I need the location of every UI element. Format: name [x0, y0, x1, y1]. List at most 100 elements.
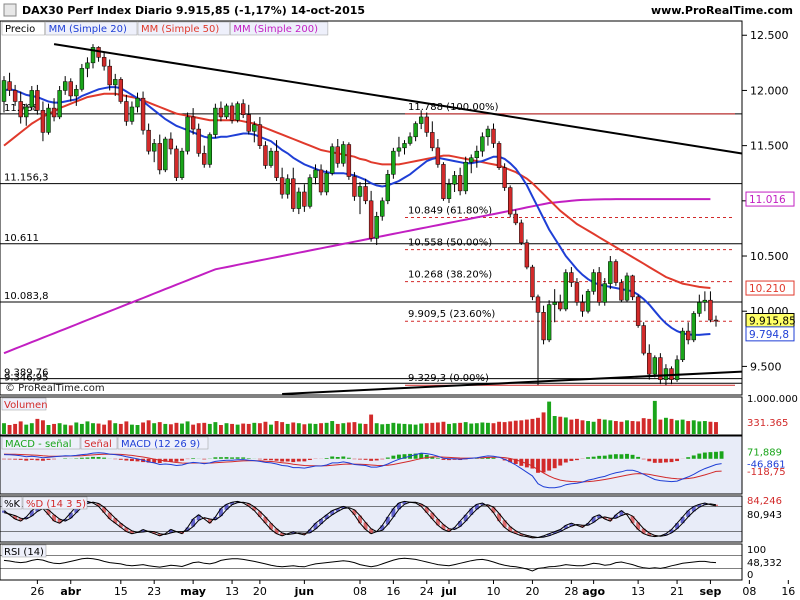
stochastic-fill-bar — [52, 514, 57, 522]
volume-bar — [346, 422, 351, 434]
stochastic-fill-bar — [680, 516, 685, 524]
volume-bar — [85, 421, 90, 434]
x-tick-label: 10 — [487, 585, 501, 598]
volume-bar — [636, 421, 641, 434]
stochastic-axis-label: 80,943 — [747, 510, 782, 521]
volume-bar — [480, 422, 485, 434]
y-tick-label: 12.500 — [750, 29, 789, 42]
macd-histogram-bar — [424, 454, 429, 459]
stochastic-fill-bar — [263, 516, 268, 524]
legend-entry: %D (14 3 5) — [26, 499, 86, 510]
candle — [62, 81, 68, 91]
volume-bar — [574, 418, 579, 434]
chart-settings-icon[interactable] — [3, 3, 17, 17]
macd-histogram-bar — [569, 458, 574, 461]
volume-bar — [57, 423, 62, 434]
stochastic-panel — [0, 495, 743, 543]
volume-bar — [630, 421, 635, 434]
macd-histogram-bar — [430, 456, 435, 459]
candle — [202, 153, 207, 165]
macd-histogram-bar — [647, 458, 652, 462]
volume-bar — [224, 423, 229, 434]
candle — [552, 302, 557, 305]
stochastic-fill-bar — [502, 520, 507, 528]
macd-histogram-bar — [396, 454, 401, 459]
stochastic-fill-bar — [74, 506, 79, 513]
macd-histogram-bar — [168, 458, 173, 462]
macd-histogram-bar — [35, 458, 40, 461]
legend-entry: Señal — [84, 439, 112, 450]
x-tick-label: 26 — [30, 585, 44, 598]
stochastic-fill-bar — [530, 536, 535, 538]
macd-histogram-bar — [191, 458, 196, 459]
volume-bar — [602, 419, 607, 434]
volume-bar — [135, 425, 140, 434]
volume-bar — [452, 423, 457, 434]
stochastic-fill-bar — [552, 531, 557, 534]
candle — [296, 191, 302, 209]
macd-histogram-bar — [13, 458, 18, 460]
macd-histogram-bar — [513, 458, 518, 464]
volume-bar — [569, 419, 574, 434]
volume-bar — [591, 421, 596, 434]
volume-bar — [675, 420, 680, 434]
volume-bar — [191, 424, 196, 434]
volume-bar — [196, 423, 201, 434]
candle — [380, 200, 385, 217]
volume-bar — [580, 420, 585, 434]
stochastic-fill-bar — [591, 516, 596, 523]
volume-bar — [185, 421, 190, 434]
stochastic-fill-bar — [636, 522, 641, 530]
macd-histogram-bar — [91, 456, 95, 459]
stochastic-fill-bar — [307, 529, 312, 533]
price-tag-label: 11.016 — [749, 194, 786, 206]
candle — [680, 330, 685, 361]
candle — [268, 150, 274, 166]
stochastic-fill-bar — [647, 532, 652, 536]
macd-histogram-bar — [174, 458, 179, 462]
rsi-line — [3, 557, 717, 572]
candle — [652, 357, 658, 375]
macd-histogram-bar — [335, 457, 340, 459]
stochastic-fill-bar — [363, 522, 368, 530]
stochastic-fill-bar — [152, 531, 157, 534]
stochastic-fill-bar — [85, 501, 90, 504]
site-label[interactable]: www.ProRealTime.com — [651, 4, 793, 17]
stochastic-fill-bar — [352, 509, 357, 515]
macd-histogram-bar — [691, 455, 696, 459]
volume-bar — [335, 423, 340, 434]
x-tick-label: ago — [582, 585, 605, 598]
volume-bar — [358, 423, 362, 434]
x-tick-label: 15 — [114, 585, 128, 598]
candle — [396, 147, 402, 152]
price-tag-label: 9.794,8 — [749, 329, 789, 341]
volume-bar — [7, 425, 12, 434]
macd-histogram-bar — [435, 458, 440, 459]
candle — [530, 266, 535, 298]
stochastic-fill-bar — [341, 506, 346, 509]
macd-histogram-bar — [552, 458, 557, 469]
macd-axis-label: -118,75 — [747, 467, 786, 478]
volume-bar — [129, 424, 134, 434]
legend-entry: %K — [4, 499, 21, 510]
volume-bar — [102, 424, 107, 434]
stochastic-fill-bar — [213, 516, 218, 520]
candle — [1, 80, 7, 102]
volume-bar — [536, 417, 540, 434]
candle — [207, 134, 213, 165]
x-tick-label: 21 — [670, 585, 684, 598]
stochastic-fill-bar — [2, 510, 6, 513]
candle — [391, 150, 396, 175]
candle — [263, 145, 268, 166]
stochastic-fill-bar — [230, 502, 235, 505]
candle — [535, 296, 541, 313]
macd-histogram-bar — [85, 457, 90, 459]
price-tag — [745, 191, 795, 207]
volume-bar — [413, 424, 418, 434]
fibonacci-label: 10.268 (38.20%) — [408, 270, 492, 281]
volume-bar — [230, 423, 235, 434]
macd-histogram-bar — [485, 457, 490, 459]
level-label: 10.083,8 — [4, 291, 49, 302]
volume-bar — [697, 421, 702, 434]
